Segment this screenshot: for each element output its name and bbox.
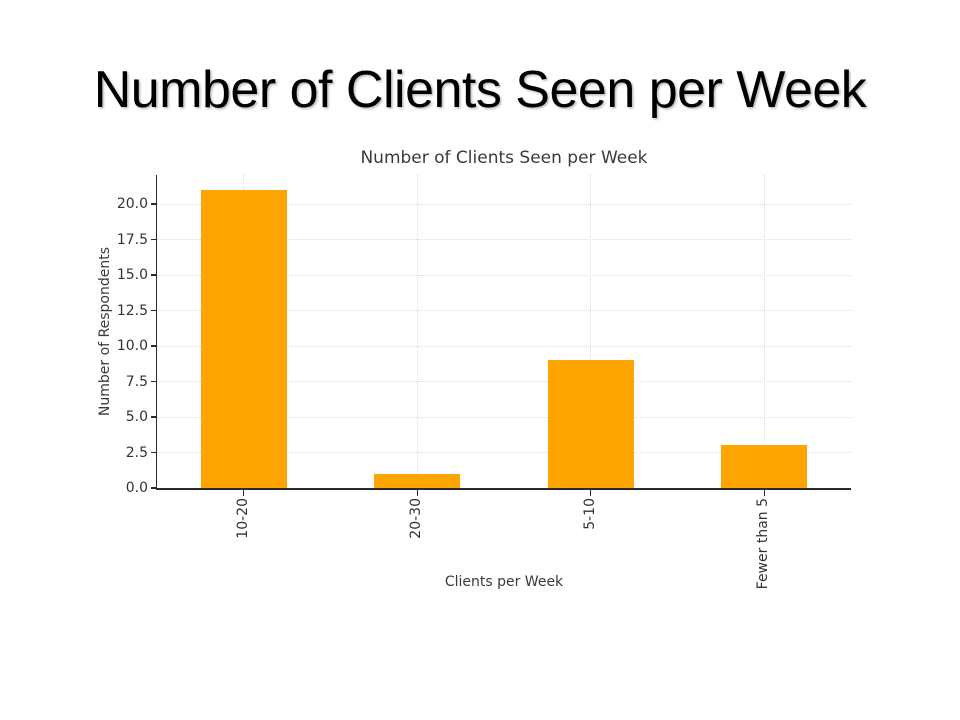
y-tick-label: 20.0 <box>116 196 148 213</box>
y-tick-mark <box>150 487 157 489</box>
x-tick-label: 10-20 <box>234 498 251 539</box>
y-gridline <box>157 416 851 418</box>
bar <box>374 473 461 488</box>
x-gridline <box>590 175 592 488</box>
y-tick-mark <box>150 238 157 241</box>
y-tick-label: 10.0 <box>116 338 148 355</box>
y-tick-label: 5.0 <box>125 409 148 426</box>
x-tick-label: 5-10 <box>581 498 598 530</box>
y-tick-mark <box>150 416 157 418</box>
bar <box>547 360 634 488</box>
x-axis-title: Clients per Week <box>444 574 564 590</box>
chart-title: Number of Clients Seen per Week <box>360 148 648 168</box>
y-tick-mark <box>150 309 157 312</box>
y-gridline <box>157 203 851 205</box>
x-tick-label: Fewer than 5 <box>755 498 772 590</box>
y-tick-label: 12.5 <box>116 302 148 319</box>
x-tick-mark <box>243 489 245 496</box>
y-tick-label: 2.5 <box>125 444 148 461</box>
y-tick-mark <box>150 380 157 383</box>
y-tick-label: 7.5 <box>125 373 148 390</box>
bar <box>200 189 287 488</box>
y-tick-mark <box>150 274 157 276</box>
bar <box>721 445 808 488</box>
x-gridline <box>416 175 418 488</box>
y-tick-mark <box>150 451 157 454</box>
y-tick-mark <box>150 345 157 347</box>
x-gridline <box>763 175 765 488</box>
x-tick-mark <box>590 489 592 496</box>
y-tick-mark <box>150 203 157 205</box>
x-tick-mark <box>416 489 418 496</box>
y-tick-label: 17.5 <box>116 231 148 248</box>
y-gridline <box>157 452 851 453</box>
slide-title: Number of Clients Seen per Week <box>93 61 867 119</box>
y-gridline <box>157 381 851 383</box>
x-tick-mark <box>763 489 765 496</box>
y-axis-title: Number of Respondents <box>96 175 114 488</box>
y-axis-spine <box>155 175 157 490</box>
y-tick-label: 0.0 <box>125 480 148 496</box>
y-tick-label: 15.0 <box>116 267 148 284</box>
y-gridline <box>157 345 851 347</box>
y-gridline <box>157 274 851 276</box>
x-axis-spine <box>155 488 851 490</box>
y-gridline <box>157 310 851 312</box>
x-tick-label: 20-30 <box>408 498 425 539</box>
y-gridline <box>157 239 851 241</box>
